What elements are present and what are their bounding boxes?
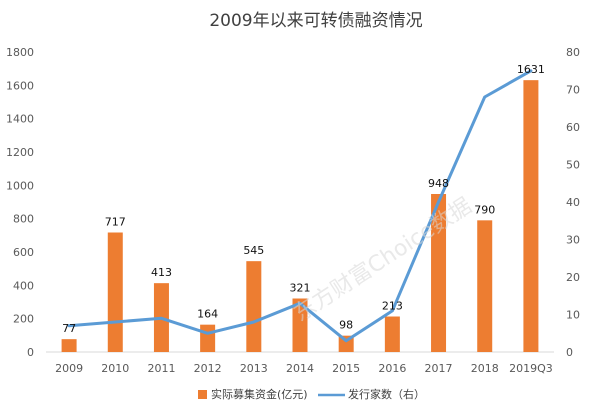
- data-labels: 77 717 413 164 545 321 98 213 948 790 1631: [62, 63, 545, 335]
- x-tick-label: 2014: [286, 362, 314, 375]
- data-label: 213: [382, 300, 403, 313]
- legend-label-bars: 实际募集资金(亿元): [211, 387, 308, 401]
- x-tick-label: 2010: [101, 362, 129, 375]
- y-left-tick-label: 600: [13, 246, 34, 259]
- x-tick-label: 2016: [378, 362, 406, 375]
- y-left-tick-label: 1000: [6, 179, 34, 192]
- bar: [107, 232, 123, 352]
- legend-label-line: 发行家数（右）: [348, 387, 425, 401]
- y-right-tick-label: 80: [566, 46, 580, 59]
- data-label: 77: [62, 322, 76, 335]
- line-series: [67, 69, 533, 343]
- y-right-tick-label: 40: [566, 196, 580, 209]
- data-label: 717: [105, 216, 126, 229]
- x-tick-label: 2013: [240, 362, 268, 375]
- legend: 实际募集资金(亿元) 发行家数（右）: [198, 387, 425, 401]
- y-right-tick-label: 20: [566, 271, 580, 284]
- y-axis-left: 0 200 400 600 800 1000 1200 1400 1600 1800: [6, 46, 34, 359]
- y-left-tick-label: 400: [13, 279, 34, 292]
- bar: [477, 220, 493, 352]
- y-left-tick-label: 1200: [6, 146, 34, 159]
- data-label: 98: [339, 319, 353, 332]
- y-right-tick-label: 0: [566, 346, 573, 359]
- x-tick-label: 2011: [147, 362, 175, 375]
- legend-swatch-bars: [198, 390, 207, 399]
- bar: [431, 194, 447, 352]
- bar: [246, 261, 262, 352]
- y-right-tick-label: 30: [566, 234, 580, 247]
- y-left-tick-label: 1800: [6, 46, 34, 59]
- bar: [292, 298, 308, 352]
- y-axis-right: 0 10 20 30 40 50 60 70 80: [566, 46, 580, 359]
- bar-series: [61, 80, 539, 353]
- y-right-tick-label: 50: [566, 159, 580, 172]
- x-tick-label: 2019Q3: [509, 362, 553, 375]
- y-left-tick-label: 1400: [6, 113, 34, 126]
- y-right-tick-label: 70: [566, 84, 580, 97]
- y-left-tick-label: 1600: [6, 79, 34, 92]
- x-axis: 2009 2010 2011 2012 2013 2014 2015 2016 2017 2018…: [55, 362, 553, 375]
- y-right-tick-label: 60: [566, 121, 580, 134]
- bar: [384, 316, 400, 352]
- data-label: 1631: [517, 63, 545, 76]
- data-label: 321: [290, 282, 311, 295]
- bar: [523, 80, 539, 353]
- data-label: 413: [151, 266, 172, 279]
- x-tick-label: 2017: [425, 362, 453, 375]
- data-label: 948: [428, 177, 449, 190]
- y-left-tick-label: 0: [27, 346, 34, 359]
- data-label: 545: [243, 244, 264, 257]
- x-tick-label: 2015: [332, 362, 360, 375]
- y-left-tick-label: 800: [13, 213, 34, 226]
- chart-title: 2009年以来可转债融资情况: [209, 11, 422, 31]
- bar: [61, 339, 77, 352]
- x-tick-label: 2009: [55, 362, 83, 375]
- x-tick-label: 2012: [194, 362, 222, 375]
- line-path: [67, 69, 533, 343]
- data-label: 790: [474, 203, 495, 216]
- x-tick-label: 2018: [471, 362, 499, 375]
- data-label: 164: [197, 308, 218, 321]
- y-left-tick-label: 200: [13, 313, 34, 326]
- bar: [200, 324, 216, 352]
- y-right-tick-label: 10: [566, 309, 580, 322]
